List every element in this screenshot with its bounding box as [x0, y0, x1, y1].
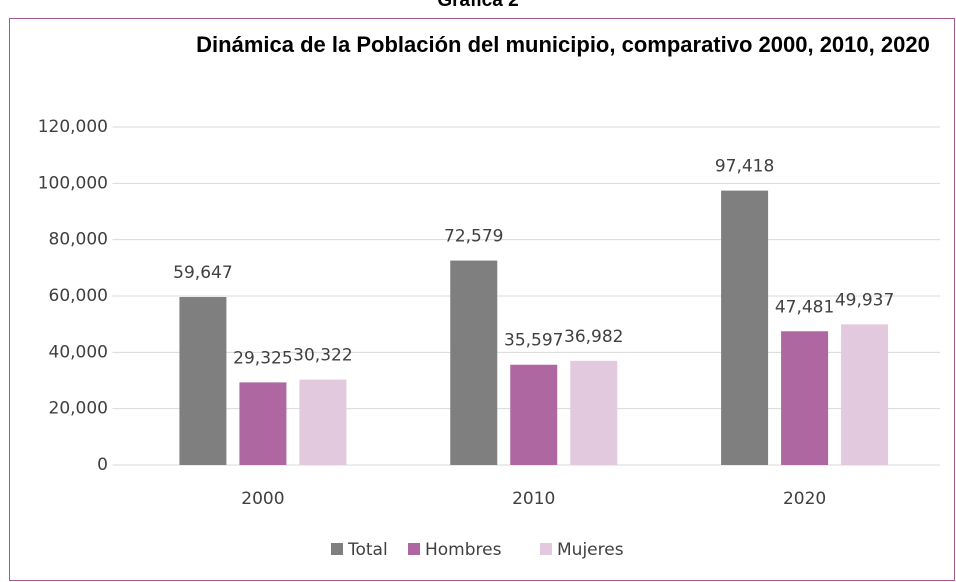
bar — [239, 382, 287, 465]
bar — [781, 331, 829, 465]
data-label: 35,597 — [504, 331, 563, 351]
bar — [299, 379, 347, 465]
y-tick-label: 120,000 — [38, 117, 108, 137]
bar — [721, 190, 769, 466]
data-label: 29,325 — [233, 348, 292, 368]
bar — [570, 360, 618, 465]
legend-label: Hombres — [425, 540, 502, 560]
bar — [450, 260, 498, 465]
y-tick-label: 60,000 — [49, 286, 108, 306]
chart-title: Dinámica de la Población del municipio, … — [196, 32, 930, 57]
y-tick-label: 40,000 — [49, 342, 108, 362]
y-tick-label: 20,000 — [49, 399, 108, 419]
data-label: 47,481 — [775, 297, 834, 317]
bar — [179, 296, 227, 465]
chart-border — [9, 18, 955, 581]
bar — [841, 324, 889, 465]
data-label: 97,418 — [715, 157, 774, 177]
x-tick-label: 2010 — [512, 489, 555, 509]
figure-label: Gráfica 2 — [437, 0, 519, 11]
x-tick-label: 2000 — [241, 489, 284, 509]
data-label: 59,647 — [173, 263, 232, 283]
data-label: 30,322 — [293, 346, 352, 366]
legend-swatch — [408, 543, 420, 555]
data-label: 49,937 — [835, 290, 894, 310]
x-tick-label: 2020 — [783, 489, 826, 509]
y-tick-label: 0 — [97, 455, 108, 475]
bar — [510, 364, 558, 465]
y-tick-label: 100,000 — [38, 173, 108, 193]
legend-label: Mujeres — [557, 540, 624, 560]
data-label: 72,579 — [444, 227, 503, 247]
data-label: 36,982 — [564, 327, 623, 347]
legend-label: Total — [347, 540, 388, 560]
legend-swatch — [540, 543, 552, 555]
y-tick-label: 80,000 — [49, 230, 108, 250]
legend-swatch — [331, 543, 343, 555]
